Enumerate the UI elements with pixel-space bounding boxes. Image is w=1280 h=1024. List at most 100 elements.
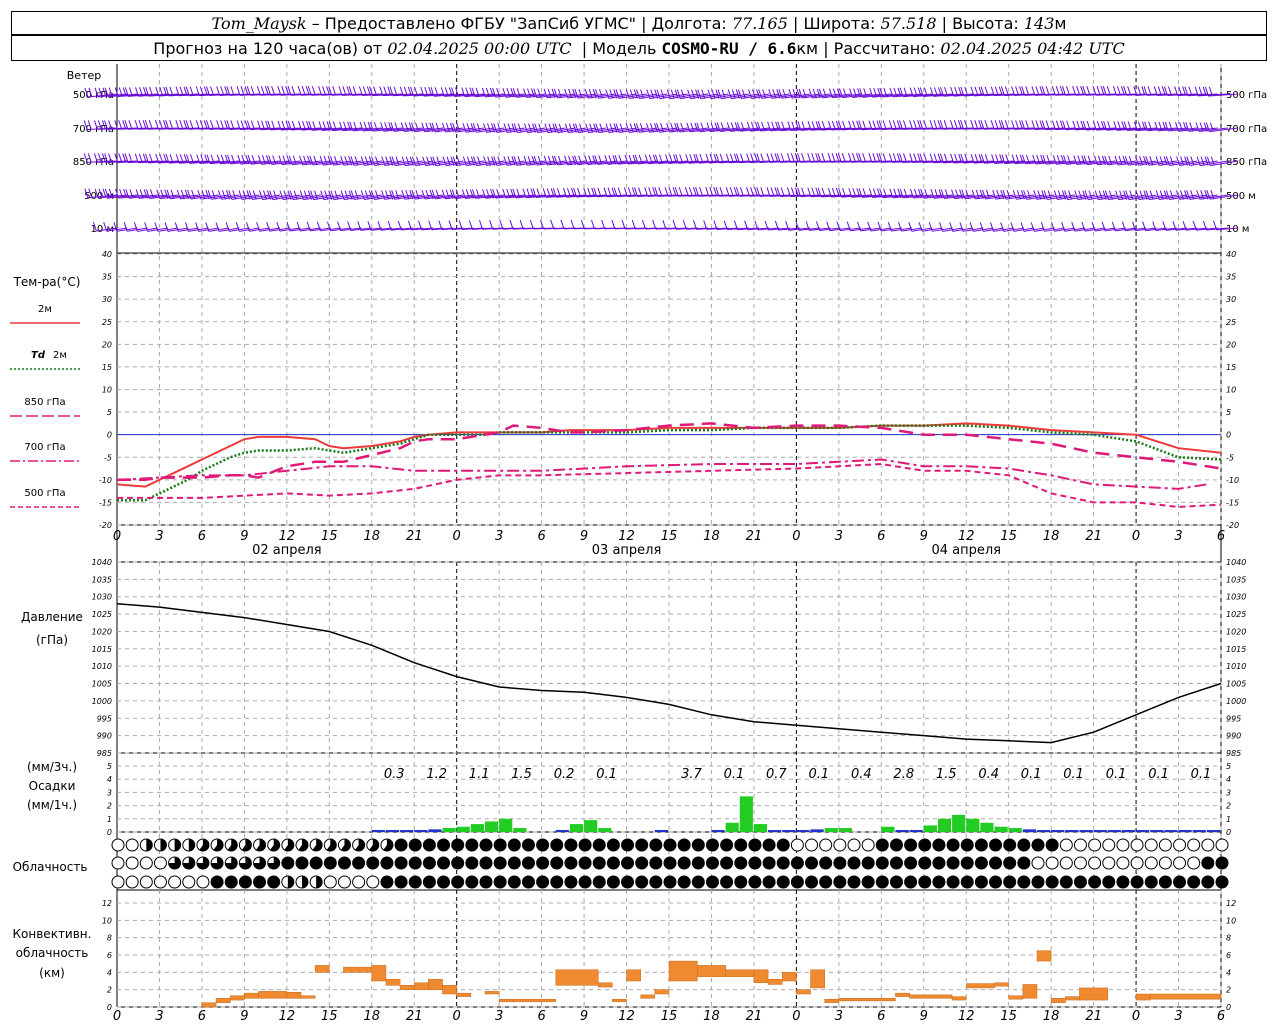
latitude-label: | Широта: (787, 13, 881, 33)
conv-cloud-bar (343, 966, 373, 973)
wind-barb (929, 87, 963, 97)
wind-barb (817, 187, 851, 198)
longitude-value: 77.165 (731, 13, 788, 33)
cloud-cover-icon (394, 838, 408, 852)
cloud-cover-icon (352, 875, 366, 889)
wind-barb (420, 86, 454, 97)
cloud-cover-icon (1201, 838, 1215, 852)
cloud-cover-icon (663, 838, 677, 852)
wind-barb (418, 220, 444, 231)
x-tick-label: 21 (1085, 529, 1102, 544)
temp-ytick-right: -20 (1226, 521, 1239, 530)
header-forecast-line: Прогноз на 120 часа(ов) от 02.04.2025 00… (11, 35, 1267, 61)
cloud-cover-icon (281, 875, 295, 889)
wind-barb (175, 154, 209, 164)
cloud-cover-icon (550, 875, 564, 889)
temp-ytick-left: -10 (99, 476, 112, 485)
wind-barb (746, 121, 780, 132)
conv-ytick-left: 2 (107, 986, 112, 995)
cloud-cover-icon (408, 838, 422, 852)
wind-barb (205, 222, 230, 232)
wind-barb (1121, 221, 1147, 232)
cloud-cover-icon (153, 875, 167, 889)
cloud-cover-icon (1088, 875, 1102, 889)
wind-barb (827, 120, 861, 131)
wind-barb (1192, 220, 1218, 231)
wind-barb (502, 188, 535, 199)
wind-barb (929, 153, 963, 164)
cloud-cover-icon (974, 856, 988, 870)
wind-barb (1162, 221, 1188, 231)
wind-barb (1051, 120, 1086, 131)
conv-cloud-bar (810, 969, 825, 989)
x-tick-label: 6 (1217, 1009, 1225, 1024)
wind-barb (512, 188, 546, 199)
conv-cloud-bar (1149, 993, 1222, 1000)
wind-barb (682, 220, 709, 230)
precip-bar-light (1192, 830, 1206, 832)
wind-barb (766, 187, 800, 197)
conv-cloud-bar (697, 965, 726, 977)
altitude-value: 143 (1023, 13, 1055, 33)
cloud-cover-icon (182, 856, 196, 870)
cloud-cover-icon (705, 875, 719, 889)
conv-cloud-bar (399, 985, 415, 990)
conv-cloud-bar (498, 998, 514, 1003)
wind-barb (970, 86, 1004, 97)
wind-barb (1082, 120, 1116, 131)
cloud-cover-icon (521, 838, 535, 852)
pres-ytick-right: 1025 (1226, 610, 1246, 619)
wind-barb (1182, 221, 1208, 231)
wind-barb (888, 153, 923, 163)
x-tick-label: 3 (155, 1009, 163, 1024)
wind-barb (634, 154, 668, 165)
wind-barb (950, 86, 984, 97)
wind-barb (1153, 86, 1188, 96)
cloud-cover-icon (1003, 856, 1017, 870)
x-tick-label: 6 (537, 529, 545, 544)
precip-3h-sum: 0.4 (978, 767, 999, 782)
wind-barb (1143, 86, 1177, 96)
cloud-cover-icon (253, 838, 267, 852)
conv-cloud-bar (909, 994, 953, 999)
precip-bar (838, 828, 852, 832)
x-tick-label: 18 (1043, 1009, 1060, 1024)
cloud-cover-icon (224, 875, 238, 889)
cloud-cover-icon (253, 856, 267, 870)
cloud-cover-icon (904, 838, 918, 852)
precip-ytick-right: 3 (1226, 788, 1231, 797)
cloud-cover-icon (564, 856, 578, 870)
wind-barb (868, 188, 902, 199)
cloud-cover-icon (1102, 838, 1116, 852)
cloud-cover-icon (663, 856, 677, 870)
precip-3h-sum: 0.1 (1021, 767, 1042, 782)
wind-barb (662, 219, 688, 230)
wind-barb (124, 87, 158, 97)
wind-barb (767, 121, 800, 132)
cloud-cover-icon (805, 856, 819, 870)
wind-barb (815, 221, 841, 231)
wind-barb (461, 87, 495, 98)
cloud-cover-icon (1003, 875, 1017, 889)
calc-time: 02.04.2025 04:42 UTC (940, 38, 1125, 58)
wind-barb (654, 154, 688, 165)
wind-barb (909, 188, 943, 199)
wind-barb (367, 221, 393, 231)
temp-ytick-left: 15 (102, 363, 112, 372)
conv-title-2: облачность (16, 946, 89, 960)
precip-3h-sum: 0.4 (851, 767, 872, 782)
wind-barb (584, 155, 617, 166)
x-tick-label: 15 (321, 1009, 338, 1024)
wind-barb (328, 121, 362, 132)
wind-barb (532, 188, 566, 199)
wind-barb (848, 120, 882, 131)
wind-barb (237, 154, 270, 165)
cloud-cover-icon (762, 838, 776, 852)
cloud-cover-icon (889, 856, 903, 870)
conv-cloud-bar (824, 998, 840, 1003)
cloud-cover-icon (1187, 856, 1201, 870)
wind-barb (1164, 121, 1198, 132)
cloud-cover-icon (1173, 856, 1187, 870)
wind-barb (93, 153, 128, 163)
wind-barb (838, 120, 872, 131)
